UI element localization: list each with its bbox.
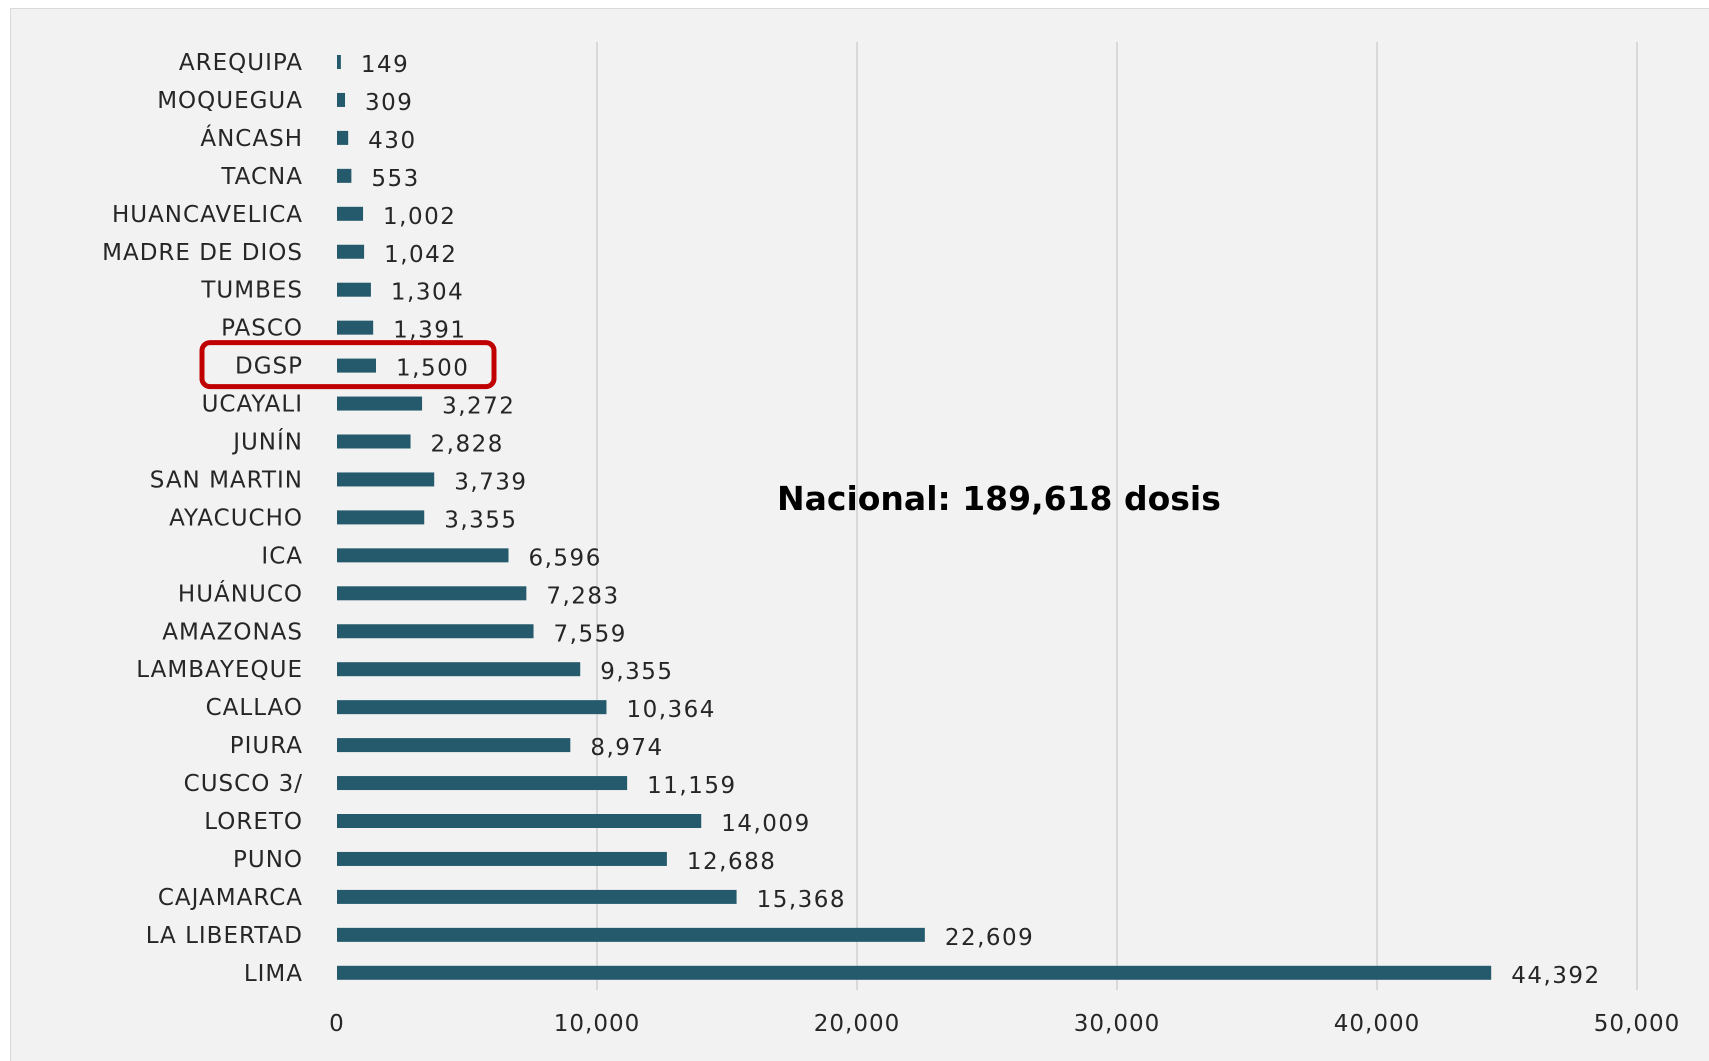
category-label: AMAZONAS (162, 619, 303, 645)
bar-ancash (337, 130, 349, 145)
category-label: LORETO (204, 809, 303, 835)
bar-arequipa (337, 55, 341, 69)
x-tick-label: 0 (329, 1011, 345, 1037)
data-label: 22,609 (945, 925, 1034, 951)
x-tick-label: 50,000 (1594, 1011, 1680, 1037)
category-label: CUSCO 3/ (184, 771, 303, 797)
bar-tacna (337, 168, 352, 183)
bar-huanuco (337, 586, 527, 601)
bar-ucayali (337, 396, 423, 411)
data-label: 2,828 (431, 432, 504, 458)
bar-lima (337, 965, 1492, 980)
bar-madre-de-dios (337, 244, 365, 259)
data-label: 7,559 (554, 621, 627, 647)
category-label: ÁNCASH (200, 124, 303, 152)
data-label: 9,355 (600, 659, 673, 685)
data-label: 1,002 (383, 204, 456, 230)
bar-ayacucho (337, 510, 425, 525)
category-label: SAN MARTIN (150, 467, 303, 493)
bar-dgsp (337, 358, 376, 373)
bar-puno (337, 851, 667, 866)
bar-ica (337, 548, 509, 563)
category-label: ICA (261, 543, 303, 569)
bar-cajamarca (337, 889, 737, 904)
x-tick-label: 20,000 (814, 1011, 900, 1037)
bars (337, 55, 1492, 980)
gridlines (596, 42, 1638, 990)
bar-loreto (337, 814, 702, 828)
bar-amazonas (337, 624, 534, 639)
x-tick-label: 30,000 (1074, 1011, 1160, 1037)
bar-lambayeque (337, 662, 581, 677)
bar-moquegua (337, 92, 346, 107)
x-axis: 0 10,000 20,000 30,000 40,000 50,000 (329, 1011, 1680, 1037)
data-label: 1,304 (391, 280, 464, 306)
data-label: 12,688 (687, 849, 776, 875)
data-label: 1,042 (384, 242, 457, 268)
bar-tumbes (337, 282, 371, 297)
data-label: 1,391 (393, 318, 466, 344)
data-label: 430 (368, 128, 416, 154)
category-label: LIMA (244, 961, 303, 987)
category-label: CAJAMARCA (158, 885, 303, 911)
data-label: 309 (365, 90, 413, 116)
bar-la-libertad (337, 927, 925, 942)
category-label: PASCO (221, 316, 303, 342)
data-label: 3,272 (442, 394, 515, 420)
data-label: 11,159 (647, 773, 736, 799)
category-label: AYACUCHO (169, 505, 303, 531)
category-label: PIURA (230, 733, 303, 759)
data-label: 14,009 (721, 811, 810, 837)
bar-callao (337, 700, 607, 715)
data-label: 6,596 (528, 545, 601, 571)
category-label: MOQUEGUA (157, 88, 303, 114)
category-label: HUÁNUCO (178, 579, 303, 607)
category-label: UCAYALI (202, 392, 303, 418)
bar-san-martin (337, 472, 435, 487)
data-label: 553 (371, 166, 419, 192)
category-label: PUNO (233, 847, 303, 873)
national-total-annotation: Nacional: 189,618 dosis (777, 479, 1221, 518)
highlight-box (199, 340, 497, 390)
x-tick-label: 40,000 (1334, 1011, 1420, 1037)
data-label: 1,500 (396, 356, 469, 382)
category-label: MADRE DE DIOS (102, 240, 303, 266)
category-label: LA LIBERTAD (146, 923, 303, 949)
bar-piura (337, 738, 571, 753)
data-label: 10,364 (626, 697, 715, 723)
category-label: TACNA (220, 164, 303, 190)
chart-area (10, 8, 1709, 1061)
category-label: LAMBAYEQUE (136, 657, 303, 683)
data-label: 3,355 (444, 507, 517, 533)
data-label: 3,739 (454, 469, 527, 495)
labels: AREQUIPA 149 MOQUEGUA 309 ÁNCASH 430 TACNA 553 H… (102, 50, 1600, 989)
category-label: AREQUIPA (179, 50, 303, 76)
data-label: 149 (361, 52, 409, 78)
category-label: HUANCAVELICA (112, 202, 303, 228)
data-label: 8,974 (590, 735, 663, 761)
data-label: 44,392 (1511, 963, 1600, 989)
x-tick-label: 10,000 (554, 1011, 640, 1037)
bar-pasco (337, 320, 374, 335)
category-label: JUNÍN (231, 428, 303, 456)
data-label: 7,283 (546, 583, 619, 609)
bar-junin (337, 434, 411, 449)
category-label: DGSP (235, 354, 303, 380)
bar-huancavelica (337, 206, 364, 221)
data-label: 15,368 (757, 887, 846, 913)
category-label: CALLAO (206, 695, 303, 721)
category-label: TUMBES (200, 278, 303, 304)
bar-cusco-3 (337, 776, 628, 791)
